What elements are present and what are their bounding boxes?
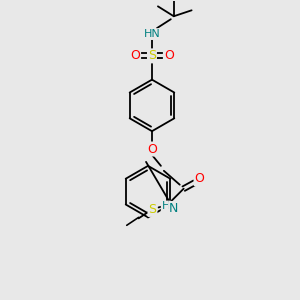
Text: N: N — [169, 202, 178, 215]
Text: O: O — [195, 172, 205, 185]
Text: O: O — [130, 50, 140, 62]
Text: H: H — [162, 202, 170, 212]
Text: S: S — [148, 50, 156, 62]
Text: O: O — [147, 142, 157, 155]
Text: O: O — [164, 50, 174, 62]
Text: S: S — [148, 203, 157, 216]
Text: HN: HN — [144, 29, 160, 39]
